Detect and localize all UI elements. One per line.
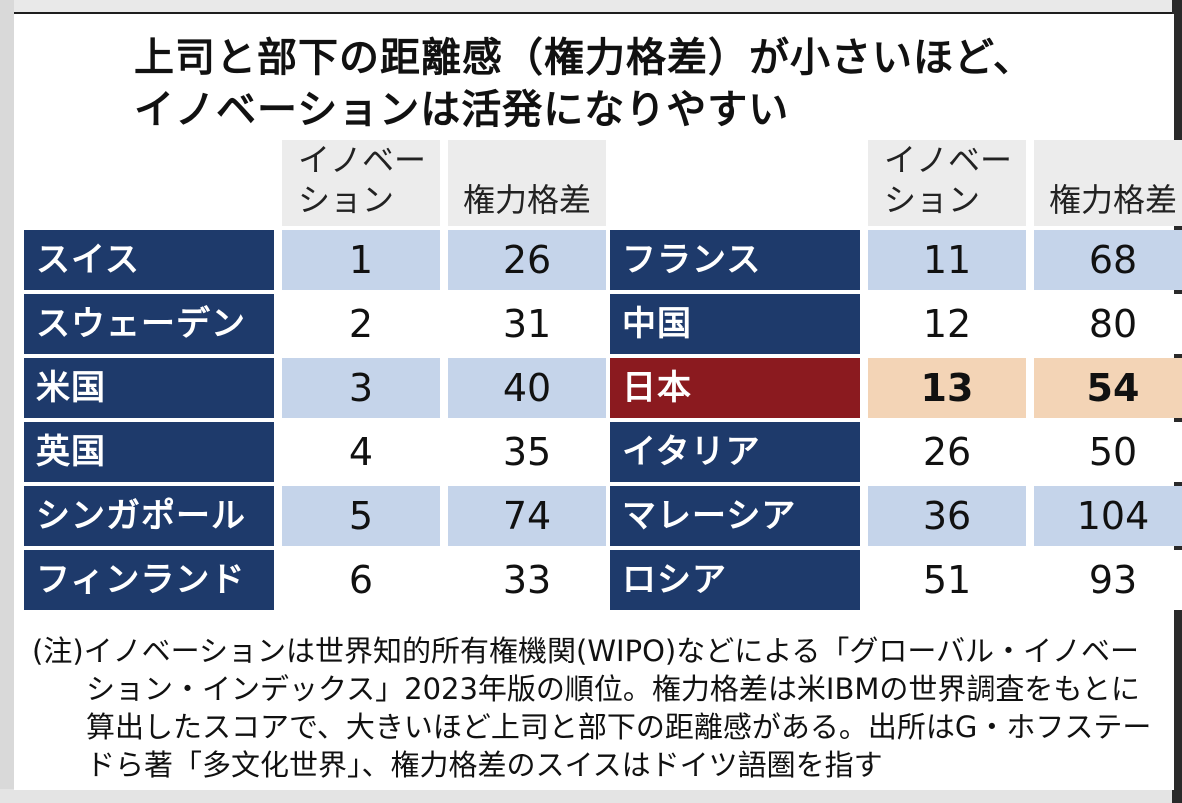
innovation-rank: 4 <box>282 422 440 482</box>
header-power-distance: 権力格差 <box>1034 140 1182 226</box>
country-name: ロシア <box>610 550 860 610</box>
innovation-rank: 11 <box>868 230 1026 290</box>
country-name: スウェーデン <box>24 294 274 354</box>
table-row: フィンランド 6 33 <box>24 550 606 610</box>
power-distance: 33 <box>448 550 606 610</box>
innovation-rank: 26 <box>868 422 1026 482</box>
power-distance: 31 <box>448 294 606 354</box>
header-power-distance: 権力格差 <box>448 140 606 226</box>
footnote: (注)イノベーションは世界知的所有権機関(WIPO)などによる「グローバル・イノ… <box>32 632 1162 784</box>
country-name: イタリア <box>610 422 860 482</box>
power-distance: 80 <box>1034 294 1182 354</box>
header-innovation: イノベー ション <box>868 140 1026 226</box>
background-article-top <box>0 0 1182 12</box>
power-distance: 50 <box>1034 422 1182 482</box>
innovation-rank: 1 <box>282 230 440 290</box>
innovation-rank: 6 <box>282 550 440 610</box>
country-name: フランス <box>610 230 860 290</box>
table-row: フランス 11 68 <box>610 230 1182 290</box>
innovation-rank: 36 <box>868 486 1026 546</box>
title-line-2: イノベーションは活発になりやすい <box>134 87 790 133</box>
power-distance: 104 <box>1034 486 1182 546</box>
title-line-1: 上司と部下の距離感（権力格差）が小さいほど、 <box>134 35 1034 81</box>
ranking-table-right: イノベー ション 権力格差 フランス 11 68 中国 12 80 日本 13 … <box>610 140 1182 610</box>
background-article-left <box>0 0 14 803</box>
country-name: スイス <box>24 230 274 290</box>
table-row: 中国 12 80 <box>610 294 1182 354</box>
power-distance: 68 <box>1034 230 1182 290</box>
table-header: イノベー ション 権力格差 <box>24 140 606 226</box>
background-article-bottom <box>0 789 1182 803</box>
country-name: 米国 <box>24 358 274 418</box>
ranking-table-left: イノベー ション 権力格差 スイス 1 26 スウェーデン 2 31 米国 3 … <box>24 140 606 610</box>
country-name: 日本 <box>610 358 860 418</box>
table-row-japan-highlight: 日本 13 54 <box>610 358 1182 418</box>
table-row: 英国 4 35 <box>24 422 606 482</box>
country-name: フィンランド <box>24 550 274 610</box>
footnote-line-4: ドら著「多文化世界」、権力格差のスイスはドイツ語圏を指す <box>86 748 883 782</box>
power-distance: 26 <box>448 230 606 290</box>
table-row: スイス 1 26 <box>24 230 606 290</box>
power-distance: 54 <box>1034 358 1182 418</box>
innovation-rank: 2 <box>282 294 440 354</box>
table-header: イノベー ション 権力格差 <box>610 140 1182 226</box>
power-distance: 93 <box>1034 550 1182 610</box>
table-row: シンガポール 5 74 <box>24 486 606 546</box>
power-distance: 40 <box>448 358 606 418</box>
country-name: シンガポール <box>24 486 274 546</box>
footnote-line-3: 算出したスコアで、大きいほど上司と部下の距離感がある。出所はG・ホフステー <box>86 710 1152 744</box>
innovation-rank: 13 <box>868 358 1026 418</box>
power-distance: 35 <box>448 422 606 482</box>
footnote-line-2: ション・インデックス」2023年版の順位。権力格差は米IBMの世界調査をもとに <box>86 672 1140 706</box>
infographic-title: 上司と部下の距離感（権力格差）が小さいほど、 イノベーションは活発になりやすい <box>134 32 1134 136</box>
innovation-rank: 12 <box>868 294 1026 354</box>
infographic-card: 上司と部下の距離感（権力格差）が小さいほど、 イノベーションは活発になりやすい … <box>14 14 1182 790</box>
table-row: スウェーデン 2 31 <box>24 294 606 354</box>
footnote-line-1: (注)イノベーションは世界知的所有権機関(WIPO)などによる「グローバル・イノ… <box>32 634 1140 668</box>
table-row: マレーシア 36 104 <box>610 486 1182 546</box>
country-name: 中国 <box>610 294 860 354</box>
power-distance: 74 <box>448 486 606 546</box>
table-row: ロシア 51 93 <box>610 550 1182 610</box>
table-row: 米国 3 40 <box>24 358 606 418</box>
country-name: 英国 <box>24 422 274 482</box>
header-innovation: イノベー ション <box>282 140 440 226</box>
innovation-rank: 51 <box>868 550 1026 610</box>
country-name: マレーシア <box>610 486 860 546</box>
innovation-rank: 5 <box>282 486 440 546</box>
innovation-rank: 3 <box>282 358 440 418</box>
table-row: イタリア 26 50 <box>610 422 1182 482</box>
